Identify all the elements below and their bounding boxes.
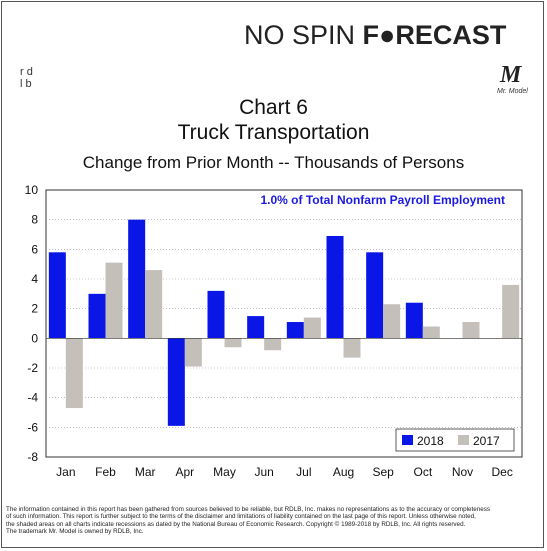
bar-2017-mar [145,270,163,339]
chart-subtitle: Truck Transportation [177,121,370,144]
bar-2018-may [207,290,225,339]
legend-label-2018: 2018 [417,434,444,448]
disclaimer-line-1: The information contained in this report… [6,506,491,513]
y-tick-label: 0 [31,331,38,345]
bar-2017-sep [383,304,401,339]
x-tick-label: Apr [175,465,194,479]
bar-2018-jan [48,252,66,339]
x-tick-label: Dec [491,465,512,479]
y-tick-label: 2 [31,302,38,316]
x-tick-label: Feb [95,465,116,479]
brand-logo: NO SPIN F●RECAST [244,20,506,51]
disclaimer-line-4: The trademark Mr. Model is owned by RDLB… [6,528,144,536]
legend-swatch-2017 [458,435,469,445]
y-tick-label: 4 [31,272,38,286]
bar-2017-may [224,338,242,348]
bar-2017-oct [422,326,440,339]
x-tick-label: Jul [296,465,311,479]
legend-swatch-2018 [402,435,413,445]
bar-2018-jun [247,316,265,339]
disclaimer-line-3: the shaded areas on all charts indicate … [6,520,466,528]
x-tick-label: Mar [135,465,156,479]
x-tick-label: Oct [413,465,432,479]
rdb-logo: r d l b [20,66,33,90]
bar-2017-jan [65,338,83,409]
x-tick-label: Jan [56,465,75,479]
bar-2017-jun [264,338,282,351]
chart-caption: Change from Prior Month -- Thousands of … [82,153,465,172]
disclaimer: The information contained in this report… [6,506,541,536]
y-tick-label: -2 [27,361,38,375]
y-tick-label: -6 [27,420,38,434]
legend [395,428,515,452]
brand-prefix: NO SPIN [244,20,356,50]
bar-2018-apr [167,338,185,426]
y-tick-label: 10 [25,183,39,197]
bar-2018-oct [405,302,423,339]
bar-2018-mar [128,219,146,339]
bar-2018-sep [366,252,384,339]
legend-label-2017: 2017 [473,434,500,448]
x-tick-label: May [213,465,236,479]
bar-2018-feb [88,293,106,339]
bar-2017-dec [502,284,520,339]
mr-model-text: Mr. Model [497,88,528,95]
chart-annotation: 1.0% of Total Nonfarm Payroll Employment [261,193,506,207]
y-tick-label: -8 [27,450,38,464]
brand-main: F●RECAST [362,20,507,50]
x-tick-label: Sep [372,465,394,479]
bar-2017-apr [184,338,202,367]
x-tick-label: Jun [254,465,273,479]
bar-2017-jul [303,317,321,339]
x-tick-label: Nov [452,465,473,479]
bar-2018-jul [286,322,304,339]
mr-model-logo: M [500,62,522,88]
plot-area [45,189,523,458]
y-tick-label: -4 [27,391,38,405]
chart-title: Chart 6 [239,96,308,119]
bar-2018-aug [326,235,344,339]
bar-2017-aug [343,338,361,358]
y-tick-label: 8 [31,213,38,227]
x-tick-label: Aug [333,465,354,479]
y-tick-label: 6 [31,242,38,256]
bar-2017-feb [105,262,123,339]
disclaimer-line-2: of such information. This report is furt… [6,513,476,521]
bar-2017-nov [462,322,480,339]
